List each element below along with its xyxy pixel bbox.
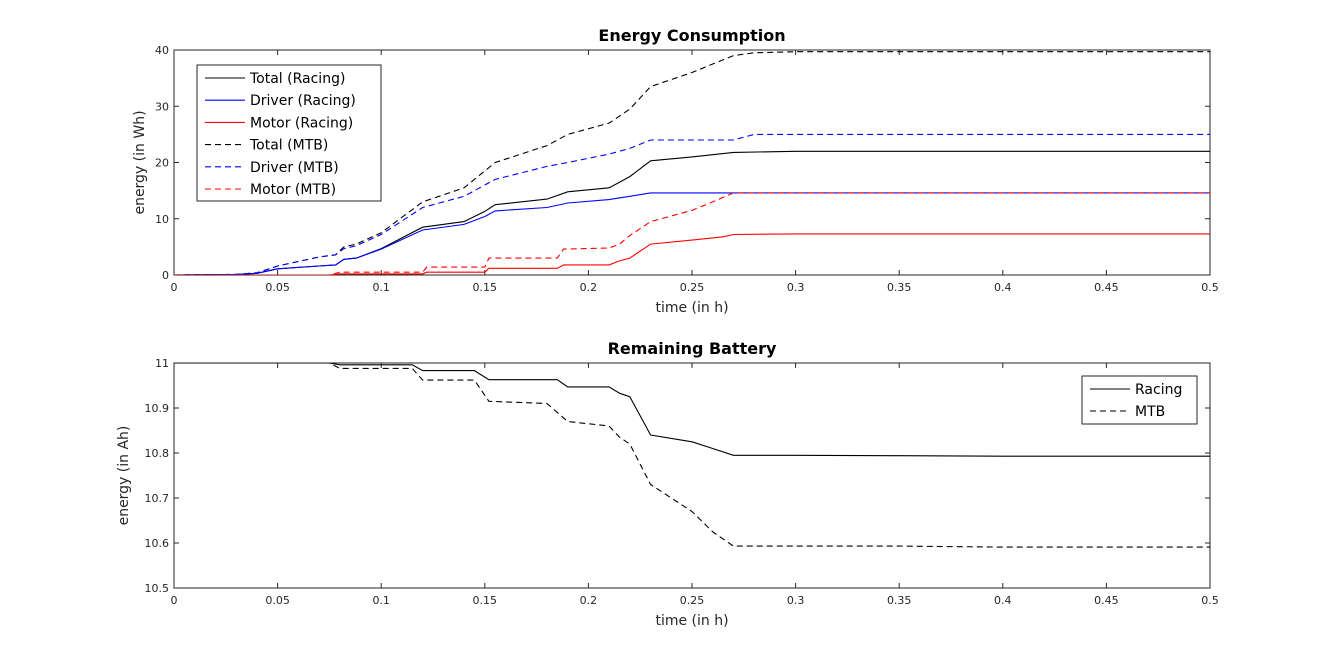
y-tick-label: 10.8: [145, 447, 170, 460]
legend-label-driver-racing: Driver (Racing): [250, 93, 356, 109]
y-tick-label: 10.7: [145, 492, 170, 505]
x-tick-label: 0.4: [994, 281, 1012, 294]
remaining-battery-chart: 0 0.05 0.1 0.15 0.2 0.25 0.3 0.35 0.4 0.45 0.5 10.5…: [116, 339, 1219, 629]
series-line-motor-racing: [174, 233, 1210, 275]
y-tick-label: 11: [155, 357, 169, 370]
x-tick-label: 0.1: [372, 594, 390, 607]
y-tick-label: 30: [155, 100, 169, 113]
x-tick-label: 0.1: [372, 281, 390, 294]
x-tick-label: 0.45: [1094, 281, 1119, 294]
x-tick-label: 0.05: [265, 281, 290, 294]
series-line-mtb: [174, 363, 1210, 548]
y-tick-label: 10.9: [145, 402, 170, 415]
legend-label-mtb: MTB: [1135, 404, 1165, 420]
legend: Racing MTB: [1081, 375, 1198, 425]
y-tick-label: 20: [155, 157, 169, 170]
legend-label-racing: Racing: [1135, 382, 1182, 398]
x-tick-label: 0.2: [580, 594, 598, 607]
series-line-driver-racing: [174, 192, 1210, 275]
x-tick-label: 0.05: [265, 594, 290, 607]
legend-label-total-racing: Total (Racing): [249, 71, 345, 87]
series-line-motor-mtb: [174, 192, 1210, 275]
x-tick-label: 0.15: [473, 594, 498, 607]
energy-consumption-chart: 0 0.05 0.1 0.15 0.2 0.25 0.3 0.35 0.4 0.45 0.5 0 10 2…: [132, 26, 1219, 316]
x-axis-label: time (in h): [655, 300, 728, 316]
x-axis-label: time (in h): [655, 613, 728, 629]
x-tick-label: 0: [171, 281, 178, 294]
series-line-racing: [174, 363, 1210, 457]
plot-area: [173, 362, 1211, 589]
chart-title: Remaining Battery: [608, 339, 777, 358]
y-axis-label: energy (in Ah): [116, 426, 132, 526]
x-tick-label: 0.45: [1094, 594, 1119, 607]
x-tick-label: 0: [171, 594, 178, 607]
x-tick-label: 0.35: [887, 281, 912, 294]
y-axis-label: energy (in Wh): [132, 110, 148, 214]
x-tick-label: 0.25: [680, 281, 705, 294]
legend-label-driver-mtb: Driver (MTB): [250, 160, 339, 176]
x-tick-label: 0.2: [580, 281, 598, 294]
x-tick-label: 0.5: [1201, 281, 1219, 294]
y-tick-label: 10: [155, 213, 169, 226]
x-tick-label: 0.4: [994, 594, 1012, 607]
x-tick-label: 0.5: [1201, 594, 1219, 607]
x-tick-label: 0.35: [887, 594, 912, 607]
x-tick-label: 0.25: [680, 594, 705, 607]
legend-box: [1081, 375, 1198, 425]
x-tick-label: 0.3: [787, 281, 805, 294]
x-tick-label: 0.15: [473, 281, 498, 294]
y-tick-label: 40: [155, 44, 169, 57]
chart-title: Energy Consumption: [598, 26, 785, 45]
y-tick-label: 10.6: [145, 537, 170, 550]
legend-label-motor-mtb: Motor (MTB): [250, 182, 336, 198]
legend-label-total-mtb: Total (MTB): [249, 138, 328, 154]
y-tick-label: 10.5: [145, 582, 170, 595]
legend-label-motor-racing: Motor (Racing): [250, 115, 353, 131]
legend-box: [196, 64, 382, 202]
x-tick-label: 0.3: [787, 594, 805, 607]
y-tick-label: 0: [162, 269, 169, 282]
legend: Total (Racing) Driver (Racing) Motor (Raci…: [196, 64, 382, 202]
series-line-driver-mtb: [174, 133, 1210, 275]
